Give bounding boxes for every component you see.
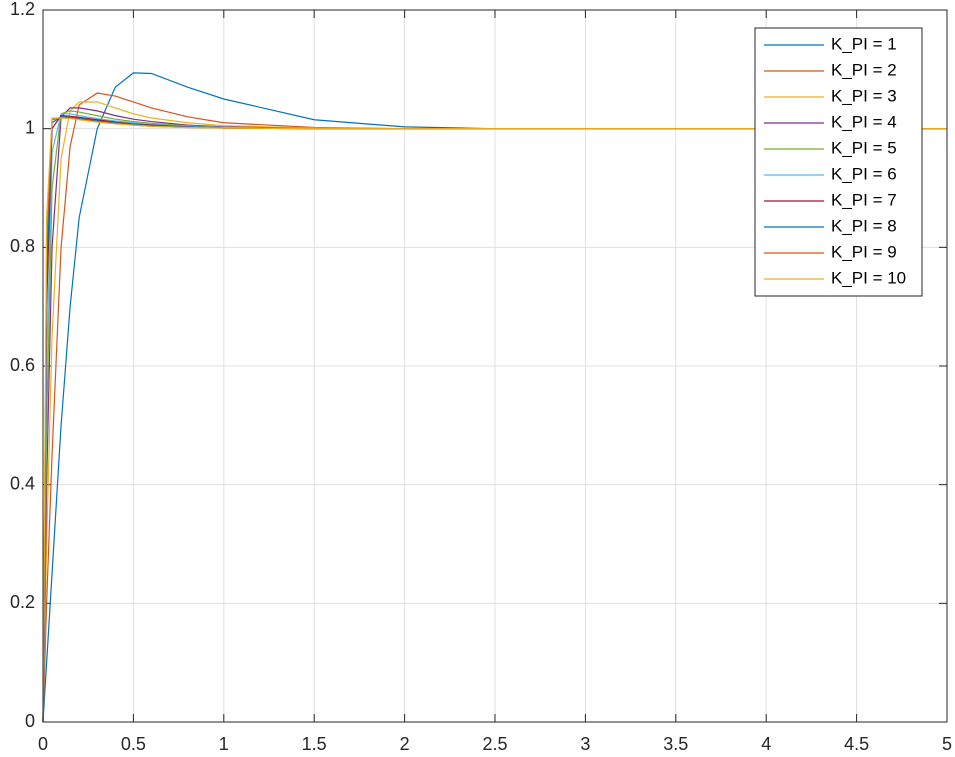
legend-label: K_PI = 10 (831, 268, 906, 287)
legend-label: K_PI = 4 (831, 112, 897, 131)
legend-box (754, 27, 923, 297)
y-tick-label: 1 (25, 117, 35, 137)
legend-label: K_PI = 5 (831, 138, 897, 157)
legend-label: K_PI = 6 (831, 164, 897, 183)
x-tick-label: 4.5 (844, 734, 869, 754)
x-tick-label: 0.5 (121, 734, 146, 754)
y-tick-label: 0 (25, 711, 35, 731)
series-line (42, 117, 947, 723)
y-tick-label: 0.6 (10, 355, 35, 375)
y-tick-label: 0.2 (10, 592, 35, 612)
y-tick-label: 0.4 (10, 473, 35, 493)
x-tick-label: 1.5 (302, 734, 327, 754)
legend-label: K_PI = 1 (831, 34, 897, 53)
x-tick-label: 3 (580, 734, 590, 754)
y-tick-label: 1.2 (10, 0, 35, 19)
legend-label: K_PI = 8 (831, 216, 897, 235)
x-tick-label: 4 (761, 734, 771, 754)
legend-label: K_PI = 9 (831, 242, 897, 261)
x-tick-label: 3.5 (663, 734, 688, 754)
plot-frame (42, 9, 948, 723)
legend-label: K_PI = 7 (831, 190, 897, 209)
x-tick-label: 1 (219, 734, 229, 754)
x-tick-label: 5 (942, 734, 952, 754)
x-tick-label: 0 (38, 734, 48, 754)
x-tick-label: 2 (400, 734, 410, 754)
legend: K_PI = 1 K_PI = 2 K_PI = 3 K_PI = 4 K_PI = 5… (754, 27, 923, 297)
x-tick-label: 2.5 (482, 734, 507, 754)
legend-label: K_PI = 2 (831, 60, 897, 79)
legend-label: K_PI = 3 (831, 86, 897, 105)
y-tick-label: 0.8 (10, 236, 35, 256)
